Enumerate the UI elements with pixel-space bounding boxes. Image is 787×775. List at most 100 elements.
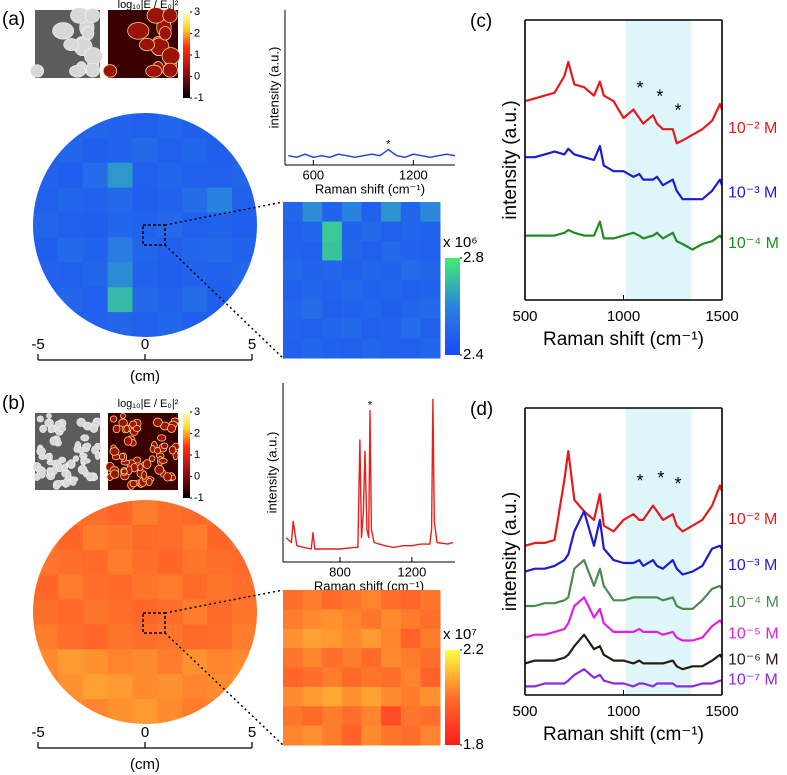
map-cell <box>182 699 208 724</box>
x-tick-label: 600 <box>302 167 324 182</box>
map-cell <box>157 549 183 576</box>
map-cell <box>207 699 233 724</box>
field-colorbar <box>183 412 190 498</box>
map-cell <box>341 706 362 727</box>
map-cell <box>57 624 84 650</box>
x-tick-label: 1200 <box>399 167 428 182</box>
map-cell <box>283 686 304 707</box>
map-cell <box>157 649 183 675</box>
map-cell <box>82 287 109 313</box>
zoom-box <box>142 224 166 246</box>
map-cell <box>302 725 323 746</box>
map-cell <box>132 237 158 263</box>
colorbar-tick-label: 2 <box>194 427 200 439</box>
colorbar-label: x 10⁷ <box>443 626 477 643</box>
map-cell <box>322 338 343 359</box>
map-cell <box>232 237 257 263</box>
map-cell <box>207 312 233 337</box>
map-cell <box>283 260 304 281</box>
map-cell <box>82 237 109 263</box>
colorbar <box>445 258 460 355</box>
map-cell <box>381 280 402 300</box>
spectrum-line <box>525 668 722 688</box>
map-cell <box>322 590 343 610</box>
map-cell <box>361 628 382 649</box>
map-cell <box>283 648 304 668</box>
field-particle <box>137 463 144 472</box>
map-cell <box>82 599 109 625</box>
map-cell <box>157 312 183 337</box>
peak-marker: * <box>675 101 682 121</box>
map-cell <box>182 113 208 139</box>
map-cell <box>322 628 343 649</box>
map-cell <box>302 221 323 242</box>
sem-particle <box>65 470 72 480</box>
map-cell <box>57 262 84 288</box>
field-particle <box>109 447 120 456</box>
map-cell <box>322 686 343 707</box>
map-cell <box>420 241 441 261</box>
map-cell <box>283 319 304 339</box>
map-cell <box>207 162 233 189</box>
map-cell <box>182 674 208 700</box>
field-particle <box>162 62 178 78</box>
map-cell <box>157 574 183 601</box>
sem-particle <box>77 464 88 475</box>
map-cell <box>107 574 134 601</box>
map-cell <box>302 202 323 222</box>
map-cell <box>82 649 109 675</box>
map-cell <box>132 649 158 675</box>
map-cell <box>381 260 402 281</box>
map-cell <box>361 338 382 359</box>
colorbar-tick-label: -1 <box>194 492 204 504</box>
map-cell <box>157 212 183 238</box>
map-cell <box>341 280 362 300</box>
map-cell <box>420 628 441 649</box>
map-cell <box>381 686 402 707</box>
map-cell <box>182 137 208 164</box>
sem-particle <box>49 436 58 446</box>
map-cell <box>182 212 208 238</box>
map-cell <box>381 202 402 222</box>
map-cell <box>82 574 109 601</box>
map-cell <box>283 241 304 261</box>
sem-particle <box>36 415 44 423</box>
highlight-band <box>625 408 692 695</box>
map-cell <box>322 609 343 630</box>
sem-particle <box>62 463 68 472</box>
map-cell <box>322 221 343 242</box>
map-cell <box>341 338 362 359</box>
colorbar-tick-label: 2.2 <box>463 641 484 658</box>
field-particle <box>129 479 138 488</box>
field-particle <box>158 457 168 464</box>
field-particle <box>167 424 176 433</box>
map-cell <box>57 137 84 164</box>
map-cell <box>381 299 402 320</box>
map-cell <box>107 262 134 288</box>
map-cell <box>107 699 134 724</box>
field-particle <box>123 436 133 446</box>
x-tick-label: 1000 <box>607 703 640 720</box>
map-cell <box>82 624 109 650</box>
map-cell <box>107 312 134 337</box>
map-cell <box>420 338 441 359</box>
map-cell <box>107 287 134 313</box>
map-cell <box>381 725 402 746</box>
map-cell <box>82 312 109 337</box>
panel-label: (b) <box>2 393 25 414</box>
map-cell <box>132 524 158 551</box>
map-cell <box>207 524 233 551</box>
field-particle <box>109 415 118 423</box>
map-cell <box>33 237 59 263</box>
map-cell <box>400 280 421 300</box>
zoom-indicators <box>142 201 284 746</box>
sem-particle <box>63 38 80 52</box>
map-cell <box>361 706 382 727</box>
sem-particle <box>76 417 86 427</box>
map-cell <box>207 674 233 700</box>
map-cell <box>207 574 233 601</box>
field-particle <box>132 425 142 432</box>
map-cell <box>33 599 59 625</box>
map-cell <box>341 725 362 746</box>
sem-particle <box>69 477 77 486</box>
